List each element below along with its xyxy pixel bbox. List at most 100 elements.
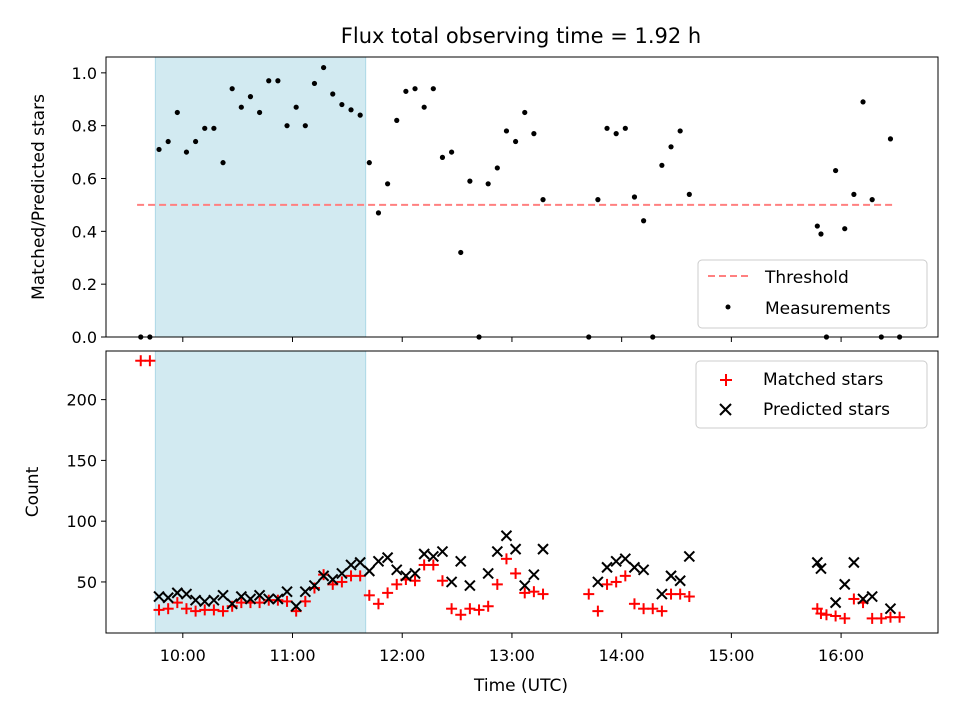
measurement-point: [266, 78, 272, 84]
matched-star-point: [217, 605, 229, 617]
measurement-point: [247, 94, 254, 100]
predicted-star-point: [281, 585, 293, 598]
measurement-point: [403, 88, 409, 94]
top-observing-span: [154, 56, 367, 338]
measurement-point: [668, 144, 674, 150]
measurement-point: [311, 80, 318, 87]
predicted-star-point: [815, 562, 827, 575]
matched-star-point: [446, 603, 458, 615]
matched-star-point: [528, 586, 540, 598]
matched-star-point: [491, 578, 503, 590]
measurement-point: [860, 99, 866, 105]
matched-star-point: [473, 604, 485, 616]
measurement-point: [595, 197, 601, 203]
matched-star-point: [281, 595, 293, 607]
bottom-axes-frame: [105, 350, 939, 634]
measurement-point: [211, 125, 217, 131]
predicted-star-point: [674, 575, 686, 587]
matched-star-point: [254, 597, 266, 609]
matched-star-point: [839, 612, 851, 624]
bottom-legend-box: [695, 360, 928, 429]
top-x-ticks: [182, 337, 842, 342]
predicted-star-point: [866, 590, 878, 603]
measurement-point: [394, 117, 400, 123]
measurement-point: [375, 210, 382, 216]
measurement-point: [439, 154, 446, 160]
matched-star-point: [510, 567, 522, 579]
measurement-point: [869, 197, 875, 203]
measurement-point: [183, 149, 190, 155]
predicted-star-point: [336, 567, 348, 580]
predicted-star-point: [327, 573, 339, 586]
matched-star-point: [363, 589, 375, 601]
predicted-star-point: [217, 589, 229, 602]
measurement-point: [385, 181, 391, 187]
bottom-ytick-label: 150: [66, 451, 97, 470]
bottom-xtick-label: 14:00: [599, 646, 645, 665]
measurement-point: [330, 91, 336, 97]
predicted-star-point: [153, 590, 165, 603]
measurement-point: [677, 128, 683, 134]
matched-star-point: [875, 612, 887, 624]
top-y-axis-label: Matched/Predicted stars: [29, 94, 49, 300]
matched-star-point: [153, 604, 165, 616]
predicted-star-point: [857, 593, 869, 605]
measurement-point: [238, 104, 244, 110]
measurement-point: [604, 125, 610, 131]
matched-star-point: [628, 598, 640, 610]
measurement-point: [449, 149, 455, 155]
bottom-y-ticks: 50 100 150 200: [66, 391, 106, 592]
matched-star-point: [208, 604, 220, 616]
measurement-point: [485, 181, 491, 187]
predicted-star-point: [171, 587, 184, 599]
predicted-stars-points: [153, 530, 897, 615]
predicted-star-point: [683, 550, 696, 563]
predicted-star-point: [528, 568, 540, 581]
matched-star-point: [409, 575, 421, 587]
measurement-point: [339, 101, 345, 108]
measurement-point: [202, 125, 208, 131]
bottom-xtick-label: 12:00: [379, 646, 425, 665]
measurement-point: [174, 109, 180, 116]
predicted-star-point: [418, 548, 430, 560]
matched-star-point: [190, 605, 202, 617]
predicted-star-point: [445, 576, 458, 588]
measurement-point: [842, 226, 848, 232]
predicted-star-point: [409, 567, 421, 580]
top-legend-box: [697, 259, 928, 329]
legend-predicted-swatch: [719, 403, 732, 416]
predicted-star-point: [253, 589, 266, 602]
predicted-star-point: [354, 556, 366, 569]
bottom-xtick-label: 16:00: [818, 646, 864, 665]
matched-star-point: [482, 600, 494, 612]
measurement-point: [257, 109, 263, 116]
measurement-point: [458, 249, 464, 256]
matched-star-point: [427, 559, 439, 571]
matched-star-point: [537, 588, 549, 600]
predicted-star-point: [628, 561, 641, 574]
matched-star-point: [848, 593, 860, 605]
matched-star-point: [820, 609, 832, 621]
matched-star-point: [354, 570, 366, 582]
predicted-star-point: [884, 602, 897, 615]
matched-star-point: [180, 603, 192, 615]
measurement-point: [165, 138, 171, 145]
measurement-point: [302, 123, 308, 129]
predicted-star-point: [381, 551, 394, 564]
bottom-legend: Matched stars Predicted stars: [695, 360, 928, 429]
measurement-point: [275, 78, 281, 84]
top-panel: 0.0 0.2 0.4 0.6 0.8 1.0 Matched/Predicted sta…: [29, 56, 939, 347]
measurement-point: [293, 104, 299, 110]
measurement-point: [156, 146, 162, 153]
measurement-points: [138, 64, 903, 340]
matched-star-point: [171, 597, 183, 609]
measurement-point: [503, 128, 510, 134]
measurement-point: [321, 64, 327, 71]
measurement-point: [421, 104, 427, 110]
matched-star-point: [815, 608, 827, 620]
predicted-star-point: [619, 553, 632, 565]
matched-star-point: [674, 588, 686, 600]
matched-star-point: [299, 595, 311, 607]
predicted-star-point: [656, 588, 668, 600]
